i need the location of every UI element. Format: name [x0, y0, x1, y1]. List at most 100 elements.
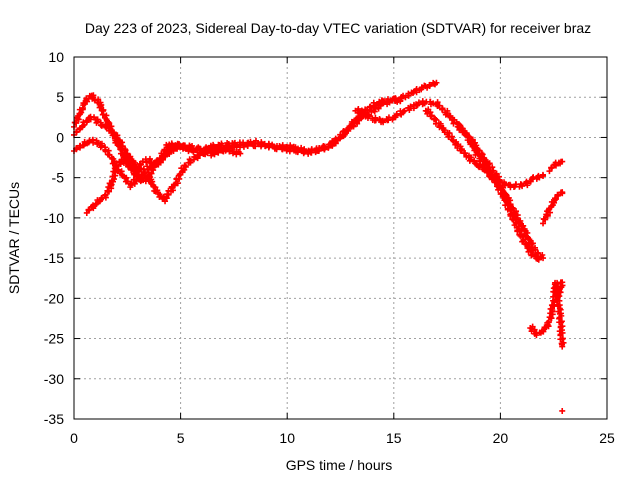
data-point	[122, 158, 129, 165]
data-point	[161, 147, 168, 154]
data-point	[540, 173, 547, 180]
x-tick-label: 15	[386, 430, 402, 446]
data-point	[74, 114, 81, 121]
data-point	[519, 183, 526, 190]
data-point	[98, 142, 105, 149]
data-point	[444, 110, 451, 117]
series-track-c	[71, 136, 244, 205]
data-point	[244, 142, 251, 149]
chart-title: Day 223 of 2023, Sidereal Day-to-day VTE…	[85, 20, 591, 36]
data-point	[141, 170, 148, 177]
data-point	[80, 100, 87, 107]
series-track-b	[71, 79, 440, 185]
data-point	[98, 122, 105, 129]
y-tick-label: 0	[56, 129, 64, 145]
data-point	[77, 144, 84, 151]
y-tick-label: 10	[48, 49, 64, 65]
data-point	[410, 89, 417, 96]
data-point	[476, 164, 483, 171]
data-point	[461, 150, 468, 157]
y-tick-label: -25	[44, 331, 64, 347]
series-track-j	[546, 158, 566, 175]
data-point	[308, 146, 315, 153]
plot-area	[71, 79, 567, 414]
y-tick-label: -30	[44, 371, 64, 387]
data-point	[150, 163, 157, 170]
data-point	[545, 206, 552, 213]
data-point	[174, 180, 181, 187]
series-outlier	[559, 407, 566, 414]
y-tick-label: -15	[44, 250, 64, 266]
data-point	[491, 179, 498, 186]
data-point	[168, 185, 175, 192]
data-point	[446, 113, 453, 120]
data-point	[102, 192, 109, 199]
data-point	[545, 319, 552, 326]
data-point	[215, 145, 222, 152]
data-point	[488, 176, 495, 183]
data-point	[113, 138, 120, 145]
data-point	[458, 146, 465, 153]
series-track-k	[552, 279, 566, 303]
x-tick-label: 25	[599, 430, 615, 446]
series-track-d	[83, 140, 197, 216]
data-point	[433, 79, 440, 86]
data-point	[520, 237, 527, 244]
data-point	[171, 181, 178, 188]
y-tick-label: -10	[44, 210, 64, 226]
data-point	[536, 174, 543, 181]
data-point	[555, 287, 562, 294]
data-point	[428, 112, 435, 119]
data-point	[460, 128, 467, 135]
data-point	[139, 158, 146, 165]
data-point	[375, 100, 382, 107]
data-point	[240, 143, 247, 150]
y-axis-title: SDTVAR / TECUs	[6, 182, 22, 294]
x-tick-label: 0	[70, 430, 78, 446]
data-point	[174, 140, 181, 147]
data-point	[554, 192, 561, 199]
data-point	[426, 83, 433, 90]
series-track-h	[527, 279, 567, 350]
data-point	[366, 103, 373, 110]
data-point	[439, 125, 446, 132]
data-point	[507, 182, 514, 189]
data-point	[113, 162, 120, 169]
data-point	[98, 107, 105, 114]
data-point	[116, 143, 123, 150]
data-point	[156, 158, 163, 165]
data-point	[503, 198, 510, 205]
series-track-g	[454, 122, 542, 263]
data-point	[546, 168, 553, 175]
data-point	[273, 146, 280, 153]
data-point	[365, 113, 372, 120]
data-point	[424, 110, 431, 117]
data-point	[559, 407, 566, 414]
data-point	[127, 184, 134, 191]
data-point	[97, 103, 104, 110]
data-point	[553, 292, 560, 299]
data-point	[407, 103, 414, 110]
data-point	[513, 208, 520, 215]
data-point	[559, 279, 566, 286]
data-point	[85, 207, 92, 214]
data-point	[541, 324, 548, 331]
data-point	[559, 158, 566, 165]
data-point	[543, 211, 550, 218]
data-point	[489, 175, 496, 182]
data-point	[524, 180, 531, 187]
data-point	[473, 147, 480, 154]
data-point	[341, 130, 348, 137]
data-point	[104, 187, 111, 194]
data-point	[533, 332, 540, 339]
data-point	[180, 142, 187, 149]
data-point	[515, 223, 522, 230]
data-point	[230, 150, 237, 157]
data-point	[109, 132, 116, 139]
data-point	[90, 139, 97, 146]
x-axis-title: GPS time / hours	[286, 457, 393, 473]
data-point	[226, 148, 233, 155]
data-point	[557, 336, 564, 343]
data-point	[93, 200, 100, 207]
